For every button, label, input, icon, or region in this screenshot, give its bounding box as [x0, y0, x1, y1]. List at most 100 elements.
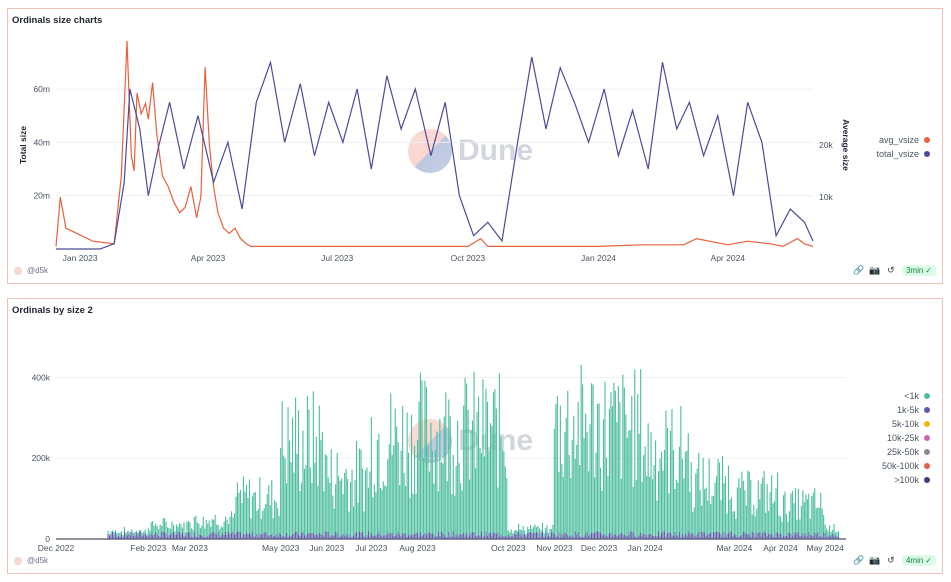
bar-segment-1k-5k — [306, 533, 309, 539]
bar-segment-1k-5k — [341, 535, 343, 539]
bar-segment-1k-5k — [504, 536, 506, 539]
refresh-status-badge[interactable]: 4min ✓ — [901, 555, 936, 566]
bar-segment-lt1k — [379, 488, 381, 536]
bar-segment-lt1k — [292, 417, 294, 535]
bar-segment-1k-5k — [369, 536, 371, 539]
bar-segment-1k-5k — [357, 537, 359, 539]
bar-segment-1k-5k — [777, 532, 779, 539]
bar-segment-1k-5k — [765, 532, 767, 539]
legend-item-25k-50k[interactable]: 25k-50k — [882, 445, 930, 459]
bar-segment-lt1k — [360, 449, 362, 533]
refresh-icon[interactable]: ↺ — [887, 555, 895, 565]
bar-segment-lt1k — [656, 500, 658, 536]
author-link[interactable]: @d5k — [14, 556, 48, 565]
bar-segment-lt1k — [821, 508, 823, 538]
bar-segment-1k-5k — [684, 533, 686, 539]
bar-segment-lt1k — [698, 452, 700, 532]
refresh-status-badge[interactable]: 3min ✓ — [901, 265, 936, 276]
author-link[interactable]: @d5k — [14, 266, 48, 275]
bar-segment-1k-5k — [402, 533, 404, 539]
bar-segment-1k-5k — [147, 536, 149, 539]
bar-segment-1k-5k — [745, 533, 747, 539]
bar-segment-lt1k — [799, 519, 801, 536]
bar-segment-1k-5k — [814, 532, 816, 539]
bar-segment-lt1k — [405, 485, 407, 535]
legend-item-10k-25k[interactable]: 10k-25k — [882, 431, 930, 445]
bar-segment-lt1k — [140, 529, 142, 532]
bar-segment-lt1k — [363, 511, 365, 536]
bar-segment-1k-5k — [722, 537, 724, 539]
bar-segment-lt1k — [287, 407, 289, 538]
bar-segment-1k-5k — [695, 536, 697, 539]
bar-segment-1k-5k — [470, 532, 472, 539]
bar-segment-1k-5k — [158, 535, 160, 539]
bar-segment-lt1k — [760, 483, 762, 536]
bar-segment-1k-5k — [475, 536, 477, 539]
bar-segment-1k-5k — [500, 534, 502, 539]
bar-segment-1k-5k — [689, 533, 691, 539]
bar-segment-1k-5k — [117, 535, 120, 539]
bar-segment-lt1k — [228, 523, 230, 532]
bar-segment-1k-5k — [784, 536, 786, 539]
refresh-icon[interactable]: ↺ — [887, 265, 895, 275]
bar-segment-lt1k — [184, 532, 187, 537]
legend-item-1k-5k[interactable]: 1k-5k — [882, 403, 930, 417]
bar-segment-1k-5k — [836, 536, 838, 539]
bar-segment-1k-5k — [727, 533, 730, 539]
legend-item-gt100k[interactable]: >100k — [882, 473, 930, 487]
bar-segment-1k-5k — [476, 535, 478, 539]
bar-segment-1k-5k — [559, 537, 561, 539]
bar-segment-lt1k — [250, 518, 252, 535]
bar-segment-1k-5k — [809, 534, 811, 539]
bar-segment-lt1k — [449, 416, 451, 538]
bar-segment-lt1k — [168, 527, 170, 535]
bar-segment-lt1k — [192, 529, 194, 537]
bar-segment-lt1k — [141, 532, 143, 536]
legend-item-lt1k[interactable]: <1k — [882, 389, 930, 403]
bar-segment-1k-5k — [568, 536, 570, 539]
bar-segment-lt1k — [823, 514, 825, 533]
bar-segment-1k-5k — [120, 534, 123, 539]
bar-segment-1k-5k — [610, 532, 612, 539]
bar-segment-lt1k — [357, 502, 359, 538]
stacked-bar-chart: 0 200k 400k Dec 2022 Feb 2023 Mar 2023 May 202… — [32, 364, 846, 553]
bar-segment-lt1k — [662, 470, 664, 532]
link-icon[interactable]: 🔗 — [853, 555, 865, 565]
legend-item-50k-100k[interactable]: 50k-100k — [882, 459, 930, 473]
bar-segment-lt1k — [409, 497, 411, 535]
legend-item-total-vsize[interactable]: total_vsize — [876, 147, 930, 161]
bar-segment-1k-5k — [315, 533, 317, 539]
bar-segment-lt1k — [232, 517, 234, 532]
bar-segment-1k-5k — [768, 533, 770, 539]
link-icon[interactable]: 🔗 — [853, 265, 865, 275]
bar-segment-1k-5k — [720, 534, 722, 539]
bar-segment-1k-5k — [112, 531, 114, 539]
bar-segment-lt1k — [577, 401, 579, 532]
bar-segment-lt1k — [829, 525, 831, 536]
bar-segment-lt1k — [488, 450, 490, 533]
bar-segment-1k-5k — [588, 536, 590, 539]
bar-segment-lt1k — [110, 531, 112, 535]
bar-segment-lt1k — [439, 418, 441, 536]
bar-segment-1k-5k — [406, 536, 408, 539]
bar-segment-lt1k — [549, 528, 551, 537]
bar-segment-1k-5k — [629, 531, 631, 539]
bar-segment-lt1k — [400, 450, 402, 536]
bar-segment-lt1k — [805, 494, 807, 534]
avatar — [14, 556, 22, 565]
legend-item-5k-10k[interactable]: 5k-10k — [882, 417, 930, 431]
bar-segment-lt1k — [217, 524, 219, 532]
bar-segment-1k-5k — [702, 532, 704, 539]
legend-item-avg-vsize[interactable]: avg_vsize — [876, 133, 930, 147]
camera-icon[interactable]: 📷 — [869, 265, 881, 275]
bar-segment-1k-5k — [594, 532, 596, 539]
bar-segment-lt1k — [317, 485, 319, 535]
bar-segment-lt1k — [686, 450, 688, 537]
camera-icon[interactable]: 📷 — [869, 555, 881, 565]
bar-segment-lt1k — [772, 503, 774, 537]
bar-segment-1k-5k — [509, 536, 511, 539]
bar-segment-lt1k — [164, 518, 166, 532]
bar-segment-lt1k — [144, 529, 146, 534]
bar-segment-1k-5k — [277, 537, 279, 539]
legend-label: 5k-10k — [891, 419, 919, 429]
